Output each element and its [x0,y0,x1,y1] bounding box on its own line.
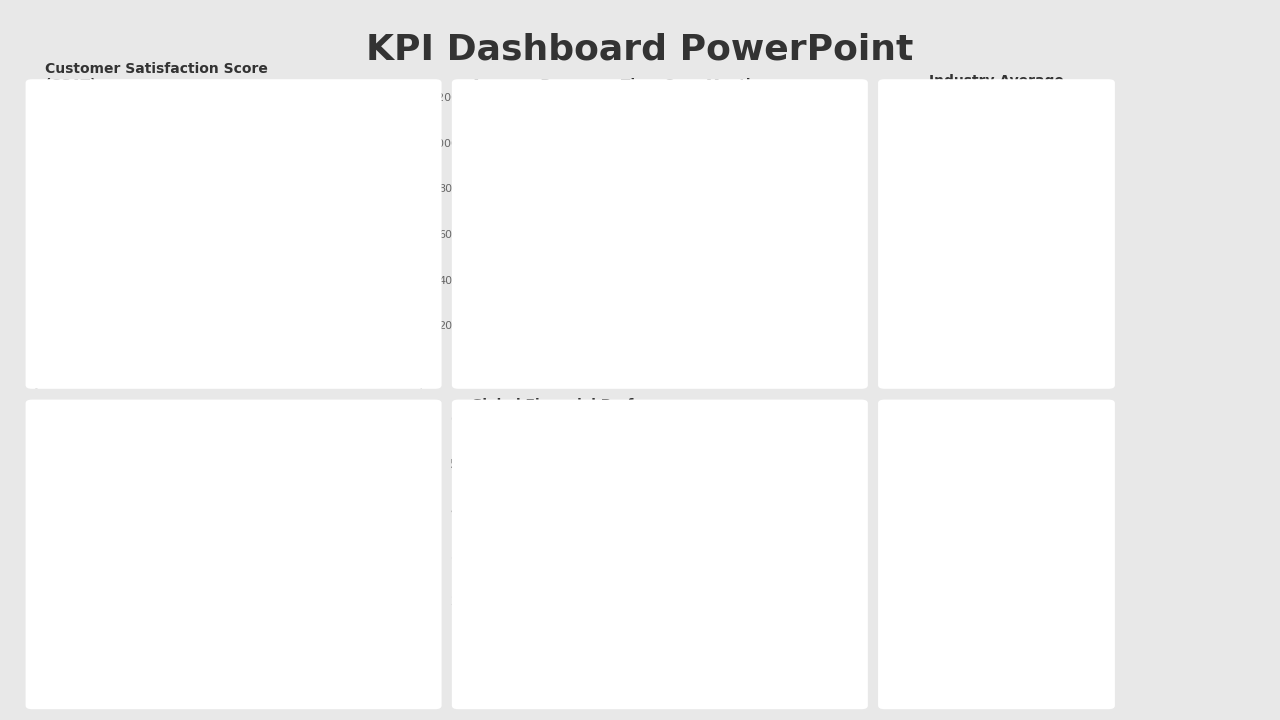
Text: 4.5: 4.5 [95,528,116,541]
Bar [605,148,622,371]
Wedge shape [136,456,232,554]
Text: 4.3: 4.3 [147,607,169,620]
Text: Customer Effort Score (CES): Customer Effort Score (CES) [26,413,247,426]
Polygon shape [920,133,1073,236]
Wedge shape [161,486,260,618]
Text: 2.5: 2.5 [165,491,188,504]
Bar [481,257,498,371]
Text: KPI Dashboard PowerPoint: KPI Dashboard PowerPoint [366,32,914,66]
Text: Low: Low [904,247,925,257]
Bar [512,325,529,371]
Text: High: High [1066,247,1092,257]
Text: Customer Satisfaction Score
(CSAT): Customer Satisfaction Score (CSAT) [45,62,268,92]
Bar [636,211,653,371]
Title: Industry Average: Industry Average [929,74,1064,89]
Text: Global Financial Performance: Global Financial Performance [471,398,701,413]
Bar [728,279,746,371]
Bar [667,179,684,371]
Bar [573,291,591,371]
Bar [791,336,808,371]
Text: 3.5: 3.5 [209,546,232,559]
Bar [759,307,777,371]
Bar [698,170,714,371]
Wedge shape [923,483,1070,629]
Text: Average Response Time Over Month: Average Response Time Over Month [471,78,755,92]
Bar [507,623,543,691]
Bar [687,518,723,691]
Wedge shape [63,459,161,610]
Legend: Jan, Feb, Mar, Apr: Jan, Feb, Mar, Apr [302,535,403,574]
Wedge shape [923,483,1070,629]
Polygon shape [920,133,1059,236]
Bar [777,441,813,691]
Wedge shape [81,554,236,652]
Title: Performance: Performance [946,431,1047,445]
Bar [822,279,838,371]
Bar [596,600,632,691]
Text: 8/10: 8/10 [959,321,1034,350]
Bar [543,314,561,371]
Text: 85%: 85% [961,546,1032,575]
